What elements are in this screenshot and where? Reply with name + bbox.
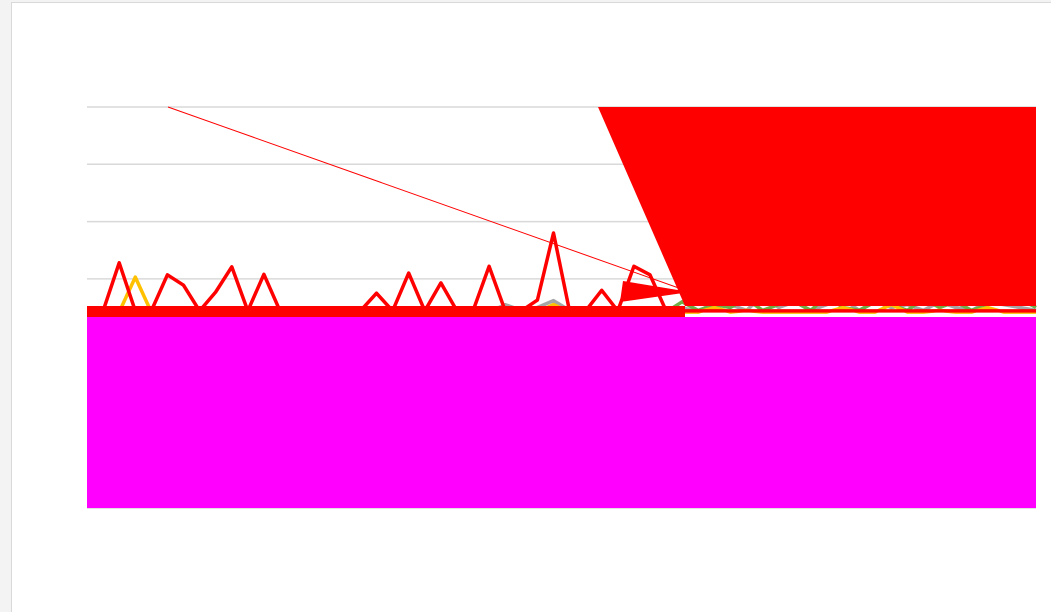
arrow-head xyxy=(620,281,690,302)
red-shape xyxy=(598,107,1036,306)
series-line xyxy=(87,231,1036,313)
magenta-shape xyxy=(87,317,1036,508)
red-band xyxy=(87,306,685,317)
overlay-shapes xyxy=(87,106,1036,508)
arrow-line xyxy=(167,106,691,293)
